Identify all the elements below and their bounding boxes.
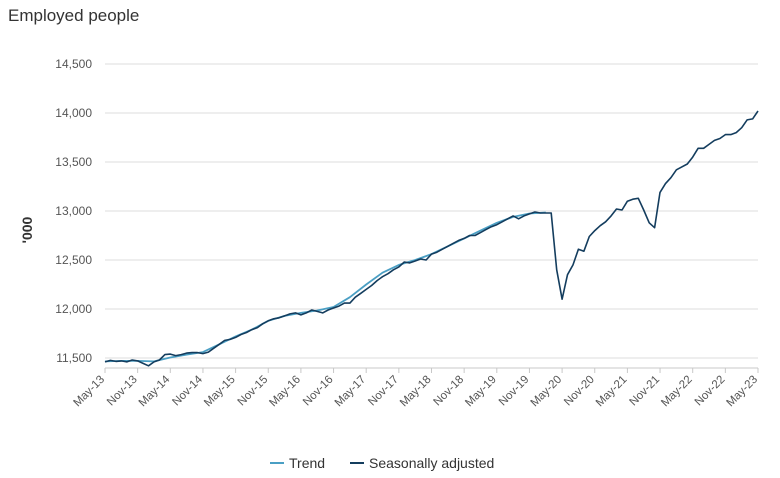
- series-lines: [104, 110, 759, 367]
- x-tick-label: May-20: [529, 374, 565, 410]
- x-tick-label: May-16: [267, 374, 303, 410]
- legend-label-seasonally_adjusted: Seasonally adjusted: [369, 455, 494, 471]
- y-tick-label: 11,500: [56, 351, 92, 365]
- x-tick-label: Nov-16: [301, 374, 336, 409]
- x-tick-label: May-14: [137, 373, 173, 409]
- grid-lines: [105, 63, 758, 359]
- chart-title: Employed people: [8, 6, 140, 25]
- y-tick-label: 14,000: [55, 106, 92, 120]
- x-tick-label: Nov-17: [366, 374, 401, 409]
- y-axis-ticks: 11,500 12,000 12,500 13,000 13,500 14,000 14,5…: [55, 57, 92, 365]
- x-tick-label: May-21: [594, 374, 630, 410]
- x-tick-label: Nov-13: [105, 374, 140, 409]
- x-tick-label: May-18: [398, 374, 434, 410]
- y-tick-label: 14,500: [55, 57, 92, 71]
- legend-label-trend: Trend: [289, 455, 325, 471]
- x-axis: May-13Nov-13May-14Nov-14May-15Nov-15May-…: [72, 367, 761, 410]
- x-tick-label: Nov-20: [562, 374, 597, 409]
- y-axis-label: '000: [19, 216, 35, 243]
- x-tick-label: May-23: [725, 374, 761, 410]
- x-tick-label: May-17: [333, 374, 369, 410]
- x-tick-label: May-15: [202, 374, 238, 410]
- x-tick-label: Nov-14: [170, 373, 205, 408]
- x-tick-label: May-22: [659, 374, 695, 410]
- legend: Trend Seasonally adjusted: [270, 455, 494, 471]
- x-tick-label: May-13: [72, 374, 108, 410]
- x-tick-label: Nov-21: [627, 374, 662, 409]
- y-tick-label: 12,000: [55, 302, 92, 316]
- y-tick-label: 13,500: [55, 155, 92, 169]
- y-tick-label: 13,000: [55, 204, 92, 218]
- x-tick-label: Nov-15: [236, 374, 271, 409]
- x-tick-label: Nov-18: [432, 374, 467, 409]
- x-tick-label: Nov-19: [497, 374, 532, 409]
- series-line-trend: [104, 211, 546, 363]
- y-tick-label: 12,500: [55, 253, 92, 267]
- x-tick-label: Nov-22: [693, 374, 728, 409]
- x-tick-label: May-19: [463, 374, 499, 410]
- series-line-seasonally_adjusted: [104, 110, 759, 367]
